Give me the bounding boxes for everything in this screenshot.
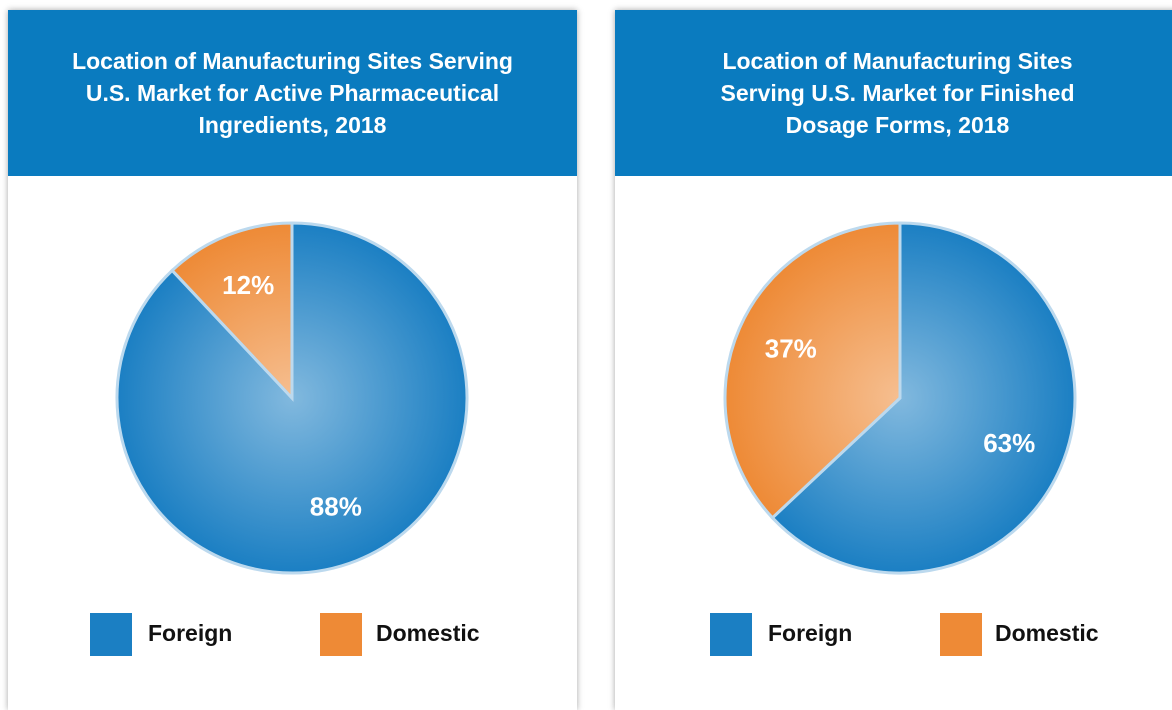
panel: Location of Manufacturing Sites Serving … — [615, 10, 1172, 710]
legend-label: Foreign — [148, 620, 232, 646]
data-label: 37% — [765, 334, 817, 364]
header: Location of Manufacturing Sites Serving … — [615, 10, 1172, 176]
legend-label: Domestic — [376, 620, 480, 646]
chart-title: Location of Manufacturing Sites Serving … — [72, 48, 513, 138]
legend-swatch — [940, 613, 982, 656]
legend-label: Foreign — [768, 620, 852, 646]
data-label: 88% — [310, 492, 362, 522]
chart: 63% Foreign 37% Domestic — [710, 221, 1099, 656]
pie-slice — [723, 221, 902, 520]
legend-swatch — [320, 613, 362, 656]
header: Location of Manufacturing Sites Serving … — [8, 10, 577, 176]
data-label: 12% — [222, 270, 274, 300]
legend-swatch — [90, 613, 132, 656]
pie-slice — [170, 221, 294, 402]
legend-label: Domestic — [995, 620, 1099, 646]
legend-swatch — [710, 613, 752, 656]
data-label: 63% — [983, 428, 1035, 458]
panel: Location of Manufacturing Sites Serving … — [8, 10, 577, 710]
chart: 88% Foreign 12% Domestic — [90, 221, 480, 656]
chart-title: Location of Manufacturing Sites Serving … — [720, 48, 1075, 138]
pie-slice — [770, 221, 1077, 575]
